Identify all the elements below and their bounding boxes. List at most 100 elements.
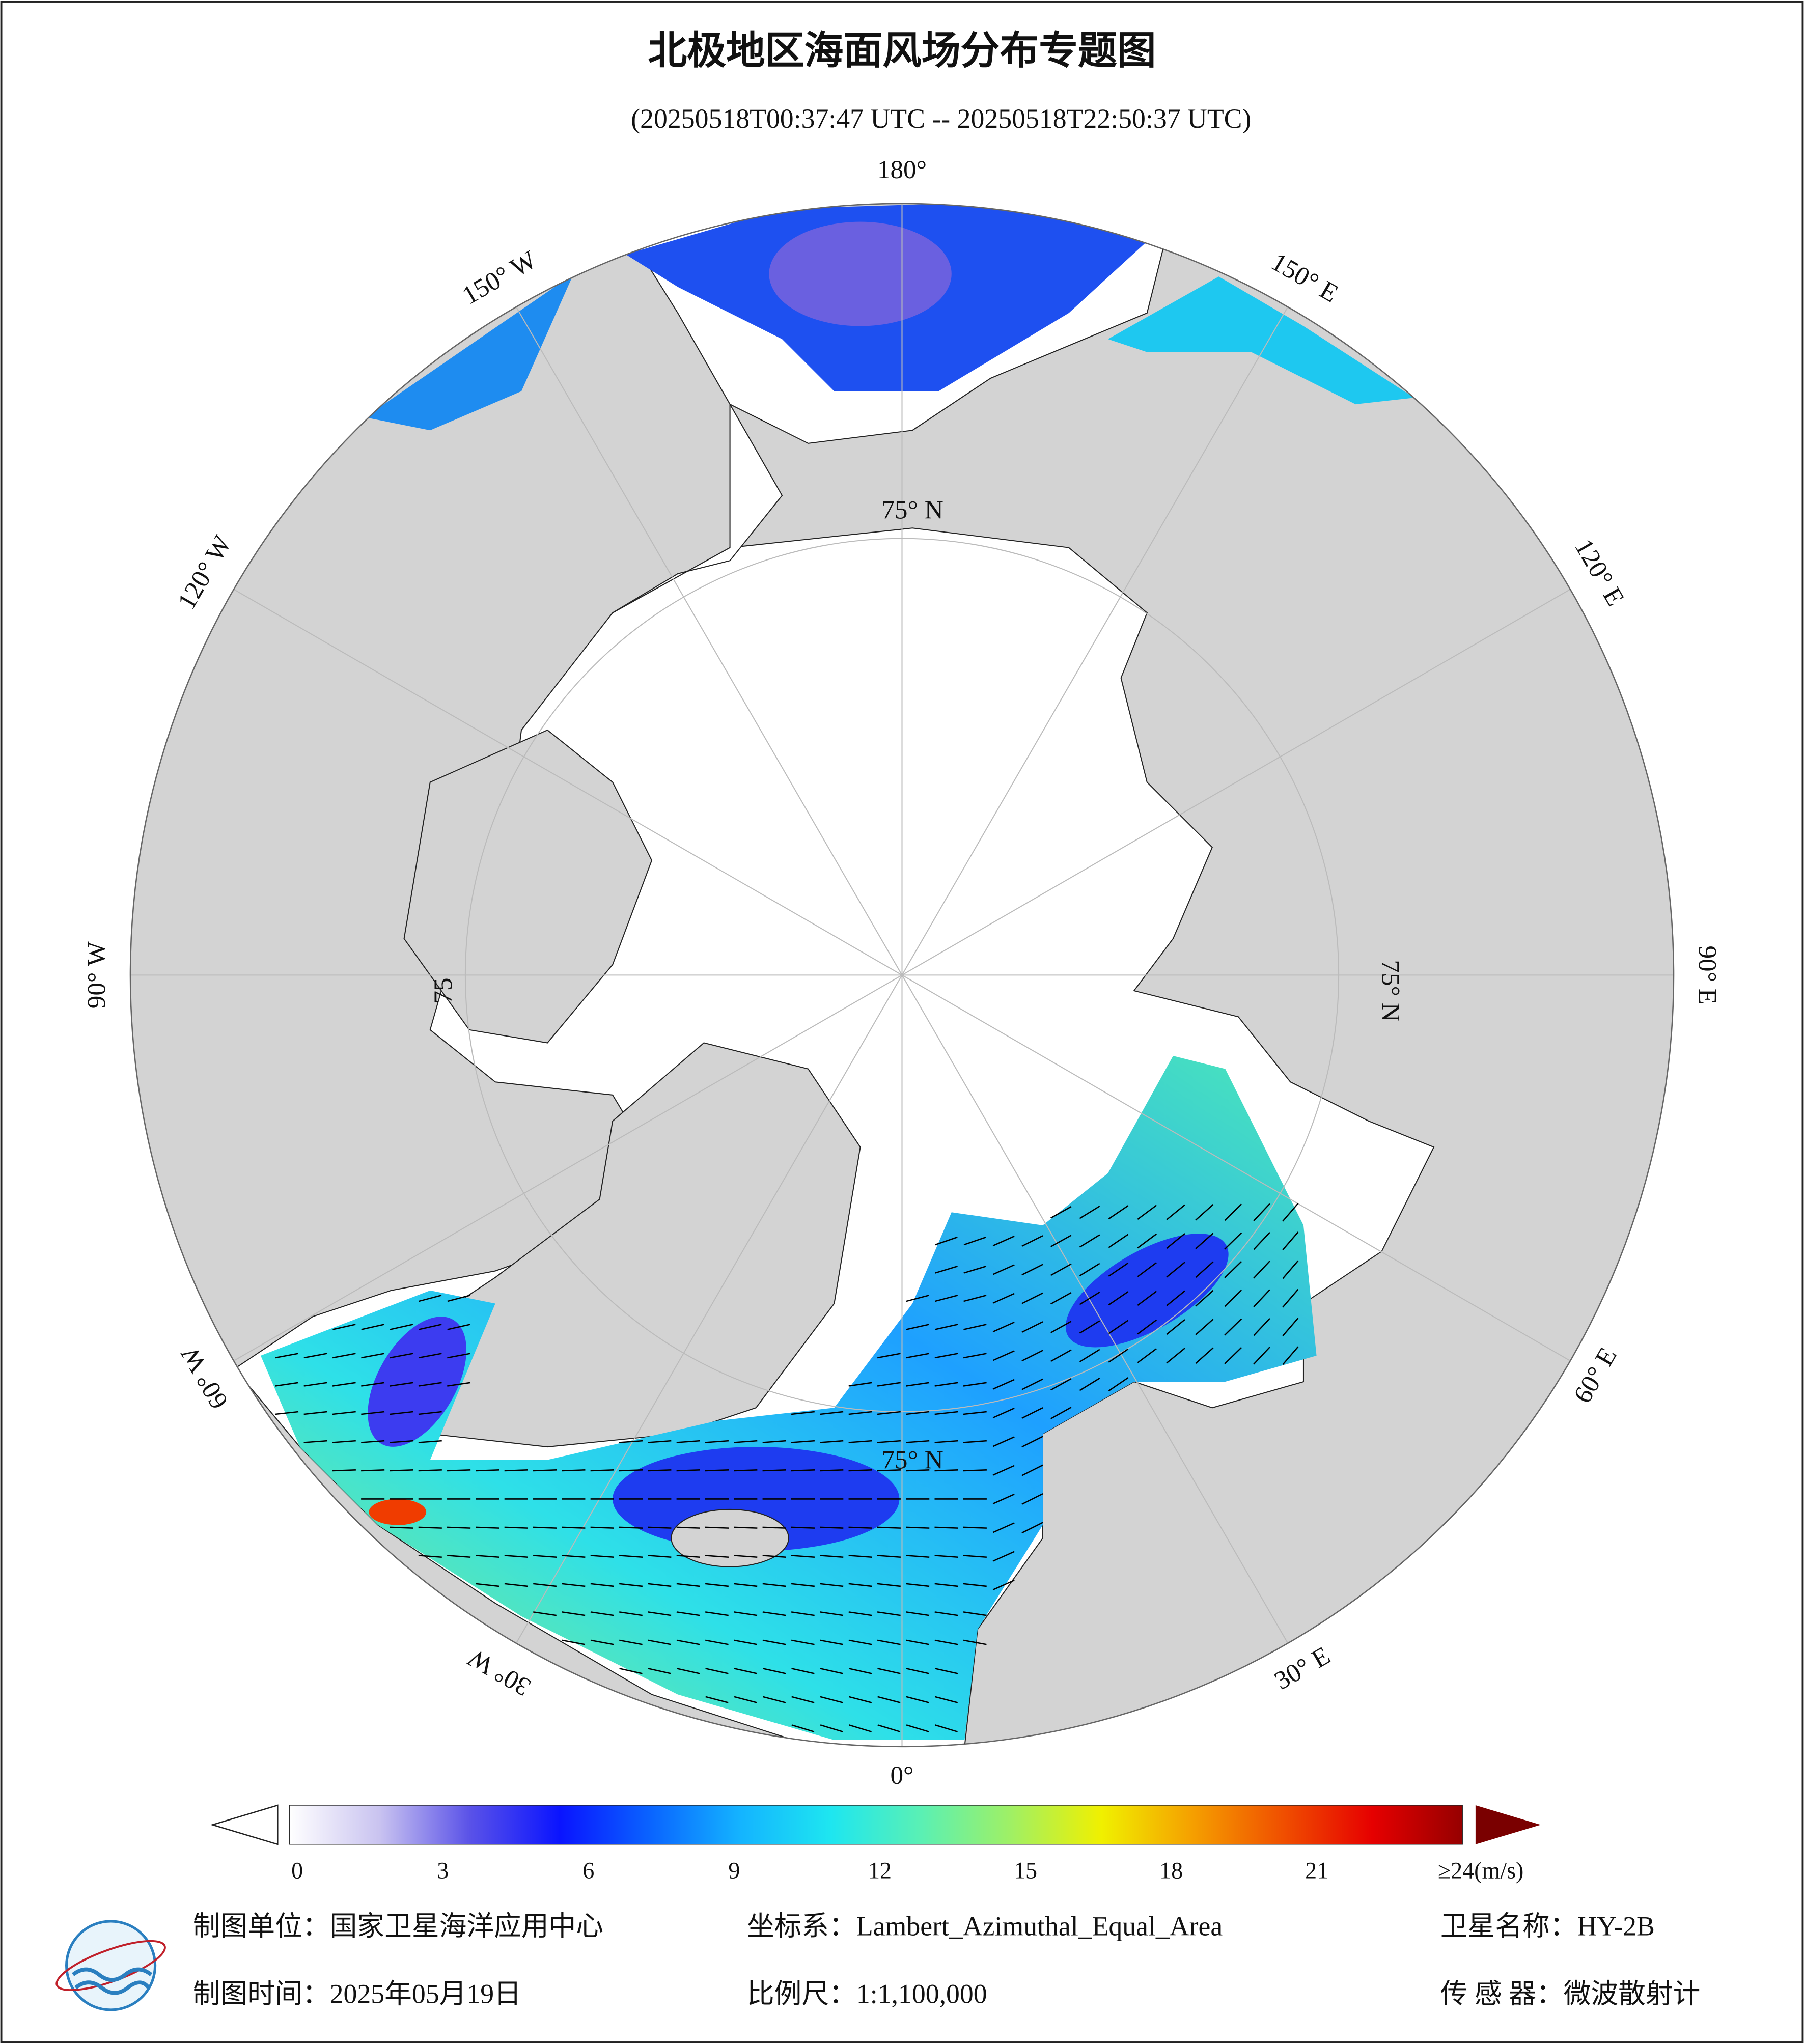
wind-arrow — [992, 1264, 1015, 1275]
wind-arrow — [963, 1639, 987, 1645]
wind-arrow — [1021, 1235, 1043, 1247]
wind-arrow — [1021, 1292, 1043, 1304]
meridian — [515, 306, 903, 975]
wind-arrow — [992, 1465, 1015, 1476]
wind-arrow — [390, 1526, 413, 1529]
wind-arrow — [1253, 1231, 1270, 1250]
wind-arrow — [820, 1526, 844, 1529]
wind-arrow — [1253, 1261, 1270, 1279]
wind-arrow — [476, 1555, 499, 1558]
longitude-label: 30° E — [1269, 1641, 1335, 1695]
wind-arrow — [1021, 1350, 1043, 1362]
wind-arrow — [562, 1526, 586, 1529]
wind-arrow — [447, 1526, 471, 1529]
wind-arrow — [1282, 1289, 1299, 1308]
wind-arrow — [934, 1668, 958, 1674]
wind-arrow — [1195, 1233, 1214, 1249]
wind-arrow — [1050, 1263, 1072, 1276]
wind-arrow — [762, 1611, 786, 1616]
wind-arrow — [676, 1668, 700, 1674]
wind-arrow — [934, 1526, 958, 1529]
wind-arrow — [848, 1440, 872, 1443]
wind-arrow — [1050, 1378, 1072, 1391]
wind-arrow — [1224, 1318, 1242, 1336]
wind-arrow — [1282, 1231, 1299, 1250]
wind-arrow — [476, 1469, 499, 1472]
wind-arrow — [1282, 1318, 1299, 1336]
longitude-label: 60° E — [1568, 1342, 1622, 1408]
wind-arrow — [1166, 1290, 1185, 1306]
wind-arrow — [820, 1469, 844, 1472]
wind-arrow — [934, 1583, 958, 1587]
wind-arrow — [963, 1611, 987, 1616]
wind-arrow — [418, 1555, 442, 1558]
wind-arrow — [1108, 1320, 1129, 1334]
iceland — [671, 1508, 789, 1567]
colorbar-tick-label: 9 — [728, 1858, 740, 1884]
wind-arrow — [963, 1236, 987, 1246]
wind-arrow — [562, 1583, 586, 1587]
wind-arrow — [791, 1668, 815, 1674]
wind-arrow — [361, 1324, 384, 1330]
wind-arrow — [1108, 1234, 1129, 1248]
wind-arrow — [332, 1353, 356, 1359]
wind-arrow — [1021, 1378, 1043, 1390]
wind-arrow — [648, 1611, 672, 1616]
footer-sensor: 传 感 器：微波散射计 — [1440, 1979, 1701, 2009]
wind-arrow — [332, 1411, 356, 1415]
wind-arrow — [992, 1436, 1015, 1447]
wind-arrow — [705, 1611, 729, 1616]
longitude-label: 180° — [877, 155, 927, 184]
wind-arrow — [734, 1696, 757, 1703]
wind-arrow — [447, 1295, 470, 1302]
latitude-label: 75° N — [1376, 960, 1405, 1021]
wind-arrow — [906, 1353, 930, 1359]
wind-swath-west — [365, 274, 574, 431]
colorbar-tick-label: 6 — [582, 1858, 594, 1884]
meridian — [901, 306, 1289, 975]
wind-arrow — [963, 1583, 987, 1587]
wind-arrow — [504, 1555, 528, 1558]
wind-arrow — [1282, 1346, 1299, 1365]
wind-arrow — [418, 1382, 442, 1387]
wind-arrow — [303, 1382, 327, 1387]
wind-arrow — [476, 1526, 499, 1529]
wind-arrow — [734, 1555, 758, 1558]
wind-arrow — [877, 1555, 901, 1558]
wind-arrow — [705, 1440, 729, 1443]
wind-arrow — [1108, 1262, 1129, 1277]
colorbar: 0 3 6 9 12 15 18 21 ≥24(m/s) — [210, 1804, 1541, 1884]
wind-arrow — [934, 1382, 958, 1387]
wind-arrow — [275, 1382, 299, 1387]
wind-arrow — [963, 1353, 987, 1359]
wind-arrow — [1050, 1235, 1072, 1247]
colorbar-high-arrow — [1475, 1805, 1541, 1844]
wind-arrow — [877, 1724, 901, 1732]
wind-arrow — [504, 1526, 528, 1529]
wind-arrow — [791, 1526, 815, 1529]
wind-arrow — [418, 1469, 442, 1472]
wind-arrow — [562, 1469, 586, 1472]
longitude-label: 90° E — [1693, 945, 1722, 1004]
wind-arrow — [705, 1526, 729, 1529]
wind-arrow — [906, 1696, 929, 1703]
wind-arrow — [447, 1353, 470, 1359]
wind-arrow — [619, 1555, 643, 1558]
wind-arrow — [1079, 1349, 1100, 1363]
wind-arrow — [906, 1526, 930, 1529]
wind-arrow — [1050, 1292, 1072, 1305]
wind-arrow — [934, 1611, 958, 1616]
wind-arrow — [992, 1321, 1015, 1333]
graticule — [130, 203, 1674, 1747]
wind-arrow — [734, 1668, 758, 1674]
wind-arrow — [676, 1639, 700, 1645]
wind-arrow — [533, 1611, 557, 1616]
wind-arrow — [390, 1469, 413, 1472]
wind-arrow — [934, 1469, 958, 1472]
wind-arrow — [791, 1411, 815, 1415]
longitude-label: 120° E — [1569, 534, 1630, 611]
wind-arrow — [1108, 1348, 1129, 1363]
wind-arrow — [963, 1324, 987, 1330]
wind-arrow — [705, 1639, 729, 1645]
